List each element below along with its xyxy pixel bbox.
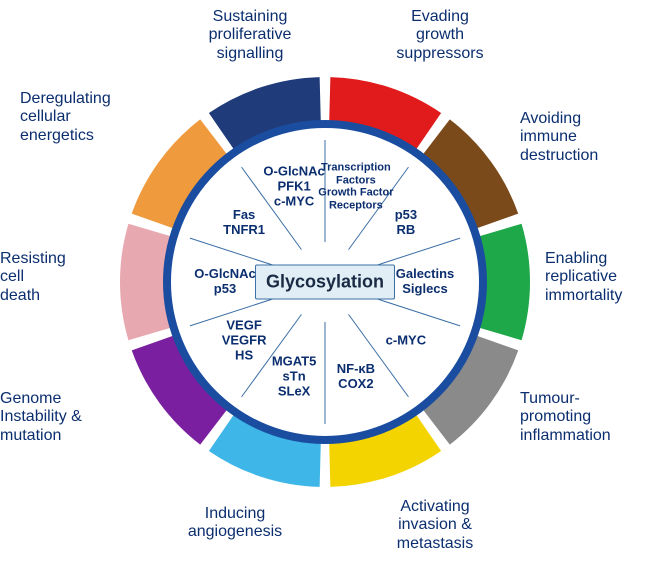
outer-label-avoiding: Avoidingimmunedestruction [520, 110, 650, 165]
inner-label-deregulating: O-GlcNAcPFK1c-MYC [263, 164, 324, 209]
diagram-stage: Glycosylation Sustainingproliferativesig… [0, 0, 650, 564]
outer-label-sustaining: Sustainingproliferativesignalling [180, 8, 320, 63]
inner-label-enabling: c-MYC [386, 333, 426, 348]
inner-label-activating: MGAT5sTnSLeX [272, 355, 317, 400]
center-title: Glycosylation [255, 265, 395, 300]
outer-label-deregulating: Deregulatingcellularenergetics [20, 90, 150, 145]
inner-label-evading: p53RB [395, 208, 417, 238]
outer-label-enabling: Enablingreplicativeimmortality [545, 250, 650, 305]
inner-label-tumour: NF-κBCOX2 [337, 362, 375, 392]
outer-label-tumour: Tumour-promotinginflammation [520, 390, 650, 445]
inner-label-genome: O-GlcNAcp53 [194, 267, 255, 297]
inner-label-inducing: VEGFVEGFRHS [222, 318, 267, 363]
outer-label-evading: Evadinggrowthsuppressors [370, 8, 510, 63]
outer-label-inducing: Inducingangiogenesis [160, 505, 310, 542]
outer-label-activating: Activatinginvasion &metastasis [360, 498, 510, 553]
outer-label-resisting: Resistingcelldeath [0, 250, 110, 305]
inner-label-sustaining: TranscriptionFactorsGrowth FactorRecepto… [318, 162, 393, 213]
inner-label-avoiding: GalectinsSiglecs [396, 267, 455, 297]
inner-label-resisting: FasTNFR1 [223, 208, 265, 238]
outer-label-genome: GenomeInstability &mutation [0, 390, 120, 445]
